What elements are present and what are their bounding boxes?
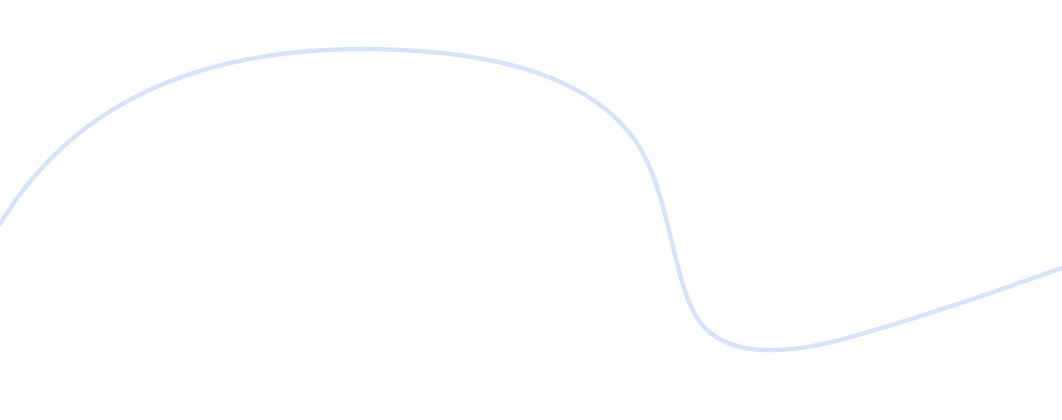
decorative-curve [0,46,1062,353]
